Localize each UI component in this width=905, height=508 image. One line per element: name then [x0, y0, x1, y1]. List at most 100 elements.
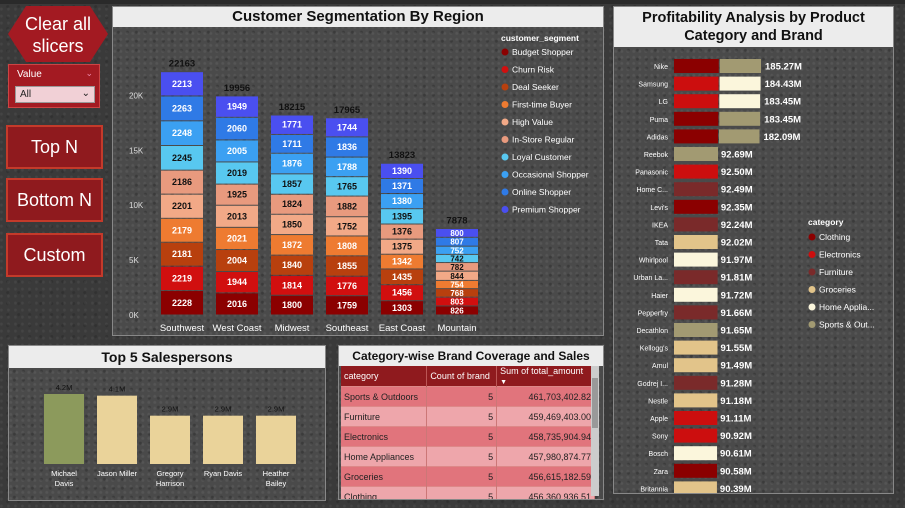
seg-bar-segment[interactable]	[436, 246, 478, 254]
seg-bar-segment[interactable]	[326, 157, 368, 177]
seg-bar-segment[interactable]	[216, 227, 258, 250]
seg-bar-segment[interactable]	[271, 174, 313, 194]
seg-bar-segment[interactable]	[381, 209, 423, 224]
category-legend-item[interactable]: Furniture	[819, 267, 853, 277]
profit-bar-segment[interactable]	[674, 428, 718, 443]
table-row[interactable]: Electronics 5 458,735,904.94	[341, 426, 595, 447]
profit-bar-segment[interactable]	[674, 217, 718, 232]
salesperson-bar[interactable]	[203, 415, 243, 464]
profit-bar-segment[interactable]	[674, 182, 718, 197]
seg-bar-segment[interactable]	[436, 280, 478, 289]
profit-bar-segment[interactable]	[674, 270, 718, 285]
seg-bar-segment[interactable]	[381, 194, 423, 209]
profit-bar-segment[interactable]	[674, 358, 718, 373]
salesperson-bar[interactable]	[44, 394, 84, 464]
seg-bar-segment[interactable]	[216, 272, 258, 293]
table-row[interactable]: Furniture 5 459,469,403.00	[341, 406, 595, 427]
value-slicer[interactable]: Value ⌄ All ⌄	[8, 64, 100, 108]
seg-bar-segment[interactable]	[271, 214, 313, 235]
category-legend-item[interactable]: Groceries	[819, 285, 856, 295]
profit-bar-segment[interactable]	[674, 323, 718, 337]
legend-item[interactable]: Budget Shopper	[512, 47, 574, 57]
profit-bar-segment[interactable]	[674, 94, 719, 109]
category-legend-item[interactable]: Home Applia...	[819, 302, 874, 312]
seg-bar-segment[interactable]	[271, 153, 313, 174]
seg-bar-segment[interactable]	[436, 297, 478, 306]
profit-bar-segment[interactable]	[674, 129, 718, 144]
seg-bar-segment[interactable]	[381, 179, 423, 194]
seg-bar-segment[interactable]	[216, 140, 258, 162]
col-header-category[interactable]: category	[341, 366, 428, 387]
profit-bar-segment[interactable]	[674, 76, 719, 91]
profit-bar-segment[interactable]	[718, 129, 760, 144]
table-row[interactable]: Sports & Outdoors 5 461,703,402.82	[341, 386, 595, 407]
seg-bar-segment[interactable]	[161, 96, 203, 121]
seg-bar-segment[interactable]	[216, 162, 258, 184]
profit-bar-segment[interactable]	[719, 111, 761, 126]
seg-bar-segment[interactable]	[271, 134, 313, 153]
custom-button[interactable]: Custom	[6, 233, 103, 277]
profit-bar-segment[interactable]	[674, 411, 718, 425]
seg-bar-segment[interactable]	[436, 263, 478, 271]
col-header-sum[interactable]: Sum of total_amount ▼	[496, 366, 595, 387]
profit-bar-segment[interactable]	[719, 59, 761, 73]
seg-bar-segment[interactable]	[326, 276, 368, 296]
salesperson-bar[interactable]	[150, 415, 190, 464]
profit-bar-segment[interactable]	[674, 340, 718, 355]
seg-bar-segment[interactable]	[326, 256, 368, 276]
seg-bar-segment[interactable]	[436, 306, 478, 315]
table-row[interactable]: Groceries 5 456,615,182.59	[341, 466, 595, 487]
seg-bar-segment[interactable]	[381, 239, 423, 254]
seg-bar-segment[interactable]	[271, 295, 313, 315]
seg-bar-segment[interactable]	[326, 296, 368, 315]
seg-bar-segment[interactable]	[271, 194, 313, 214]
top-salespersons-chart[interactable]: Top 5 Salespersons 4.2M Michael Davis 4.1M J…	[8, 345, 326, 501]
profit-bar-segment[interactable]	[674, 235, 718, 249]
profit-bar-segment[interactable]	[674, 111, 719, 126]
legend-item[interactable]: Premium Shopper	[512, 205, 581, 215]
salesperson-bar[interactable]	[256, 415, 296, 464]
table-scrollbar[interactable]	[591, 366, 599, 496]
seg-bar-segment[interactable]	[216, 117, 258, 140]
seg-bar-segment[interactable]	[161, 266, 203, 291]
seg-bar-segment[interactable]	[161, 194, 203, 218]
col-header-count[interactable]: Count of brand	[426, 366, 498, 387]
top-n-button[interactable]: Top N	[6, 125, 103, 169]
seg-bar-segment[interactable]	[326, 196, 368, 217]
table-scroll-area[interactable]: category Count of brand Sum of total_amo…	[341, 366, 595, 499]
seg-bar-segment[interactable]	[326, 137, 368, 157]
seg-bar-segment[interactable]	[216, 250, 258, 272]
category-legend-item[interactable]: Electronics	[819, 250, 861, 260]
profit-bar-segment[interactable]	[719, 94, 761, 109]
legend-item[interactable]: Online Shopper	[512, 187, 571, 197]
seg-bar-segment[interactable]	[271, 275, 313, 295]
seg-bar-segment[interactable]	[326, 177, 368, 196]
profit-bar-segment[interactable]	[719, 76, 761, 91]
seg-bar-segment[interactable]	[271, 115, 313, 134]
seg-bar-segment[interactable]	[216, 205, 258, 227]
seg-bar-segment[interactable]	[161, 145, 203, 170]
legend-item[interactable]: High Value	[512, 117, 553, 127]
seg-bar-segment[interactable]	[216, 293, 258, 315]
category-legend-item[interactable]: Clothing	[819, 232, 850, 242]
seg-bar-segment[interactable]	[271, 255, 313, 275]
seg-bar-segment[interactable]	[381, 163, 423, 179]
profit-bar-segment[interactable]	[674, 252, 718, 267]
seg-bar-segment[interactable]	[161, 218, 203, 242]
bottom-n-button[interactable]: Bottom N	[6, 178, 103, 222]
seg-bar-segment[interactable]	[326, 118, 368, 137]
profit-bar-segment[interactable]	[674, 147, 719, 161]
profit-bar-segment[interactable]	[674, 393, 718, 408]
legend-item[interactable]: Loyal Customer	[512, 152, 572, 162]
seg-bar-segment[interactable]	[381, 254, 423, 269]
legend-item[interactable]: First-time Buyer	[512, 100, 572, 110]
salesperson-bar[interactable]	[97, 395, 137, 464]
profit-bar-segment[interactable]	[674, 463, 718, 478]
value-dropdown[interactable]: All ⌄	[15, 86, 95, 103]
seg-bar-segment[interactable]	[271, 235, 313, 255]
legend-item[interactable]: Occasional Shopper	[512, 170, 589, 180]
seg-bar-segment[interactable]	[436, 229, 478, 237]
scrollbar-thumb[interactable]	[592, 378, 598, 428]
seg-bar-segment[interactable]	[326, 217, 368, 236]
profit-bar-segment[interactable]	[674, 59, 719, 73]
